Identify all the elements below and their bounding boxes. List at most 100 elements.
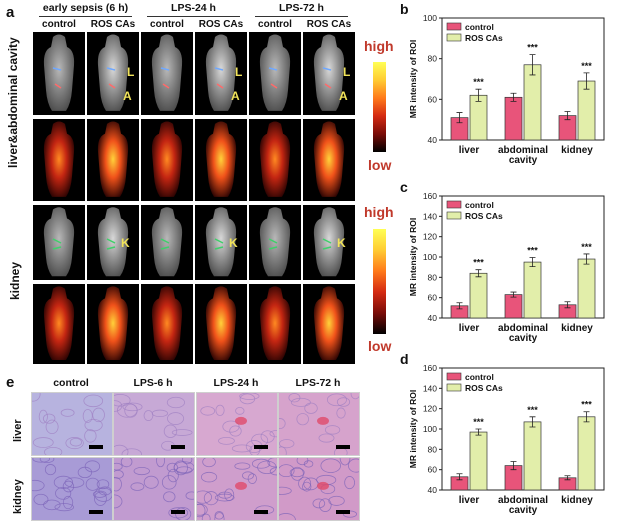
mri-heatmap-image — [87, 119, 139, 201]
error-bar — [456, 302, 463, 310]
kidney-marker: K — [121, 236, 130, 250]
scale-bar — [336, 510, 350, 514]
mri-heatmap-image — [141, 119, 193, 201]
column-header: control — [42, 19, 76, 30]
legend-label: control — [465, 200, 494, 210]
chart-d: d 40 60 80 100 120 140 160 MR intensity of ROI **… — [400, 351, 605, 516]
group-header: LPS-72 h — [279, 2, 324, 14]
y-tick-label: 60 — [428, 94, 438, 104]
row-label-kidney: kidney — [8, 261, 22, 300]
bar-control — [504, 96, 523, 141]
bar-ros-cas — [469, 94, 488, 141]
category-label: abdominal cavity — [498, 323, 548, 344]
mri-grayscale-image — [33, 32, 85, 115]
legend-swatch — [446, 22, 462, 31]
bar-ros-cas — [523, 421, 542, 491]
error-bar — [510, 461, 517, 471]
panel-a-label: a — [6, 4, 15, 21]
error-bar — [583, 411, 590, 423]
y-tick-label: 60 — [428, 465, 438, 475]
error-bar — [529, 54, 536, 76]
abdominal-marker: A — [339, 89, 348, 103]
column-header: control — [258, 19, 292, 30]
histology-column-header: control — [53, 377, 89, 389]
error-bar — [456, 473, 463, 481]
error-bar — [475, 88, 482, 102]
histology-image — [31, 457, 113, 521]
mri-grayscale-image: K — [195, 205, 247, 280]
mri-heatmap-image — [33, 119, 85, 201]
legend-swatch — [446, 200, 462, 209]
panel-label: c — [400, 179, 408, 195]
y-tick-label: 40 — [428, 135, 438, 145]
kidney-marker: K — [337, 236, 346, 250]
y-tick-label: 40 — [428, 485, 438, 495]
y-tick-label: 140 — [423, 211, 437, 221]
significance-mark: *** — [581, 61, 592, 71]
legend-swatch — [446, 211, 462, 220]
histology-row-label-liver: liver — [12, 419, 24, 442]
category-label: liver — [459, 323, 480, 334]
significance-mark: *** — [473, 417, 484, 427]
mri-heatmap-image — [33, 284, 85, 364]
y-tick-label: 100 — [423, 13, 437, 23]
liver-marker: L — [127, 65, 134, 79]
error-bar — [583, 253, 590, 265]
bar-ros-cas — [523, 64, 542, 141]
scale-bar — [171, 510, 185, 514]
y-tick-label: 80 — [428, 54, 438, 64]
error-bar — [529, 416, 536, 428]
error-bar — [583, 72, 590, 90]
scale-bar — [171, 445, 185, 449]
y-tick-label: 120 — [423, 404, 437, 414]
legend-label: control — [465, 22, 494, 32]
category-label: kidney — [561, 145, 593, 156]
y-axis-label: MR intensity of ROI — [408, 40, 418, 118]
kidney-marker: K — [229, 236, 238, 250]
mri-heatmap-image — [141, 284, 193, 364]
category-label: kidney — [561, 495, 593, 506]
bar-ros-cas — [469, 431, 488, 491]
error-bar — [564, 475, 571, 481]
y-tick-label: 60 — [428, 293, 438, 303]
y-tick-label: 80 — [428, 444, 438, 454]
error-bar — [475, 428, 482, 436]
abdominal-marker: A — [123, 89, 132, 103]
mri-grayscale-image: K — [87, 205, 139, 280]
histology-column-header: LPS-72 h — [295, 377, 341, 389]
bar-ros-cas — [523, 261, 542, 319]
mri-grayscale-image: K — [303, 205, 355, 280]
legend-swatch — [446, 383, 462, 392]
error-bar — [456, 112, 463, 124]
legend-swatch — [446, 372, 462, 381]
bar-ros-cas — [577, 416, 596, 491]
legend-label: control — [465, 372, 494, 382]
chart-b: b 40 60 80 100 MR intensity of ROI *** liver ***… — [400, 1, 605, 166]
plot-frame — [441, 17, 605, 141]
bar-ros-cas — [577, 80, 596, 141]
significance-mark: *** — [473, 258, 484, 268]
mri-heatmap-image — [195, 119, 247, 201]
significance-mark: *** — [581, 242, 592, 252]
mri-heatmap-image — [249, 119, 301, 201]
significance-mark: *** — [527, 246, 538, 256]
scale-bar — [254, 445, 268, 449]
error-bar — [475, 269, 482, 278]
legend-label: ROS CAs — [465, 33, 503, 43]
y-tick-label: 120 — [423, 232, 437, 242]
liver-marker: L — [343, 65, 350, 79]
scale-bar — [89, 510, 103, 514]
category-label: abdominal cavity — [498, 495, 548, 516]
bar-ros-cas — [469, 272, 488, 319]
panel-e-label: e — [6, 374, 15, 391]
significance-mark: *** — [527, 43, 538, 53]
abdominal-marker: A — [231, 89, 240, 103]
group-underline — [147, 16, 240, 17]
group-underline — [255, 16, 348, 17]
column-header: control — [150, 19, 184, 30]
y-tick-label: 140 — [423, 383, 437, 393]
y-tick-label: 40 — [428, 313, 438, 323]
